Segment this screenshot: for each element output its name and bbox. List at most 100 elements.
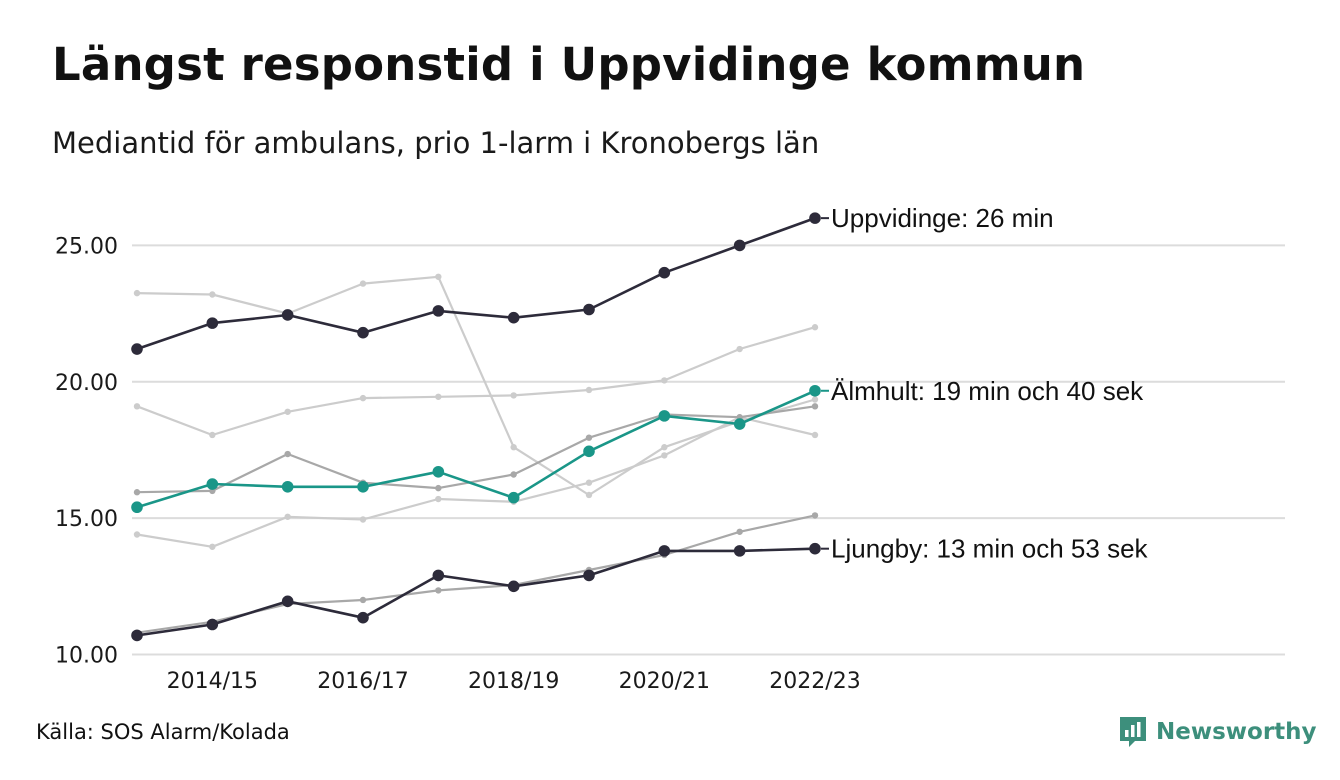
data-point — [736, 528, 743, 535]
series-ljungby — [131, 542, 821, 642]
data-point — [811, 403, 819, 410]
y-tick-label: 15.00 — [55, 507, 118, 532]
data-point — [281, 480, 294, 493]
data-point — [357, 480, 369, 493]
y-axis-ticks: 10.00 15.00 20.00 25.00 — [55, 234, 118, 668]
data-point — [133, 531, 141, 538]
data-point — [811, 396, 819, 403]
data-point — [583, 569, 595, 582]
data-point — [435, 273, 442, 280]
data-point — [811, 324, 819, 331]
series-context — [133, 324, 819, 439]
data-point — [359, 596, 367, 604]
series-line — [135, 326, 817, 437]
line-chart: 10.00 15.00 20.00 25.00 2014/15 2016/17 2018/… — [55, 203, 1285, 694]
data-point — [206, 478, 219, 490]
data-point — [811, 512, 819, 519]
data-point — [357, 611, 369, 624]
data-point — [583, 303, 595, 316]
source-note: Källa: SOS Alarm/Kolada — [36, 720, 290, 744]
series-line — [135, 416, 817, 548]
data-point — [583, 445, 595, 458]
brand-name: Newsworthy — [1156, 719, 1317, 745]
series-line — [135, 275, 817, 497]
data-point — [585, 491, 593, 499]
grid-lines — [132, 244, 1285, 656]
data-point — [209, 543, 216, 550]
series-end-label: Ljungby: 13 min och 53 sek — [831, 534, 1149, 564]
data-point — [131, 343, 143, 355]
data-point — [809, 212, 821, 224]
y-tick-label: 25.00 — [55, 234, 118, 259]
data-point — [585, 434, 593, 441]
data-point — [736, 345, 743, 353]
data-point — [809, 384, 821, 397]
data-point — [133, 489, 141, 496]
series-end-labels: Uppvidinge: 26 min Älmhult: 19 min och 40… — [821, 203, 1149, 564]
data-point — [284, 450, 291, 458]
series-line — [135, 405, 817, 494]
series-älmhult — [131, 384, 821, 514]
data-point — [811, 431, 819, 439]
data-point — [432, 569, 445, 582]
data-point — [507, 311, 520, 324]
data-point — [658, 266, 671, 279]
data-point — [359, 516, 367, 523]
data-point — [510, 471, 517, 478]
series-end-label: Älmhult: 19 min och 40 sek — [831, 376, 1144, 406]
series-context — [133, 403, 819, 496]
data-point — [131, 629, 143, 642]
data-point — [359, 280, 367, 287]
data-point — [585, 479, 593, 486]
data-point — [510, 444, 517, 451]
x-axis-ticks: 2014/15 2016/17 2018/19 2020/21 2022/23 — [167, 669, 861, 694]
data-point — [359, 394, 367, 402]
chart-title: Längst responstid i Uppvidinge kommun — [52, 38, 1086, 91]
data-point — [435, 393, 442, 400]
data-point — [206, 618, 219, 631]
data-point — [284, 513, 291, 520]
data-point — [507, 580, 520, 593]
data-point — [661, 377, 668, 384]
data-point — [357, 326, 369, 339]
data-point — [133, 289, 141, 297]
data-point — [733, 239, 746, 252]
brand-logo[interactable]: Newsworthy — [1118, 714, 1317, 750]
data-point — [281, 309, 294, 321]
data-point — [209, 291, 216, 298]
series-line — [135, 216, 817, 351]
x-tick-label: 2016/17 — [317, 669, 408, 694]
chart-subtitle: Mediantid för ambulans, prio 1-larm i Kr… — [52, 126, 820, 160]
data-point — [281, 595, 294, 608]
data-point — [661, 444, 668, 451]
data-point — [131, 501, 143, 514]
data-point — [809, 542, 821, 555]
series-line — [135, 389, 817, 509]
data-point — [432, 465, 445, 478]
series-lines — [131, 212, 821, 642]
data-point — [206, 317, 219, 329]
series-context — [133, 273, 819, 499]
data-point — [658, 545, 671, 557]
data-point — [209, 431, 216, 439]
y-tick-label: 20.00 — [55, 371, 118, 396]
series-end-label: Uppvidinge: 26 min — [831, 203, 1054, 233]
data-point — [733, 545, 746, 557]
data-point — [133, 403, 141, 410]
data-point — [510, 392, 517, 399]
data-point — [661, 452, 668, 459]
data-point — [733, 418, 746, 430]
x-tick-label: 2020/21 — [619, 669, 710, 694]
series-uppvidinge — [131, 212, 821, 355]
data-point — [432, 305, 445, 317]
data-point — [284, 408, 291, 415]
y-tick-label: 10.00 — [55, 644, 118, 669]
data-point — [585, 386, 593, 394]
x-tick-label: 2022/23 — [769, 669, 860, 694]
data-point — [435, 484, 442, 492]
data-point — [658, 410, 671, 422]
series-line — [135, 547, 817, 637]
x-tick-label: 2014/15 — [167, 669, 258, 694]
data-point — [435, 587, 442, 594]
data-point — [507, 491, 520, 504]
